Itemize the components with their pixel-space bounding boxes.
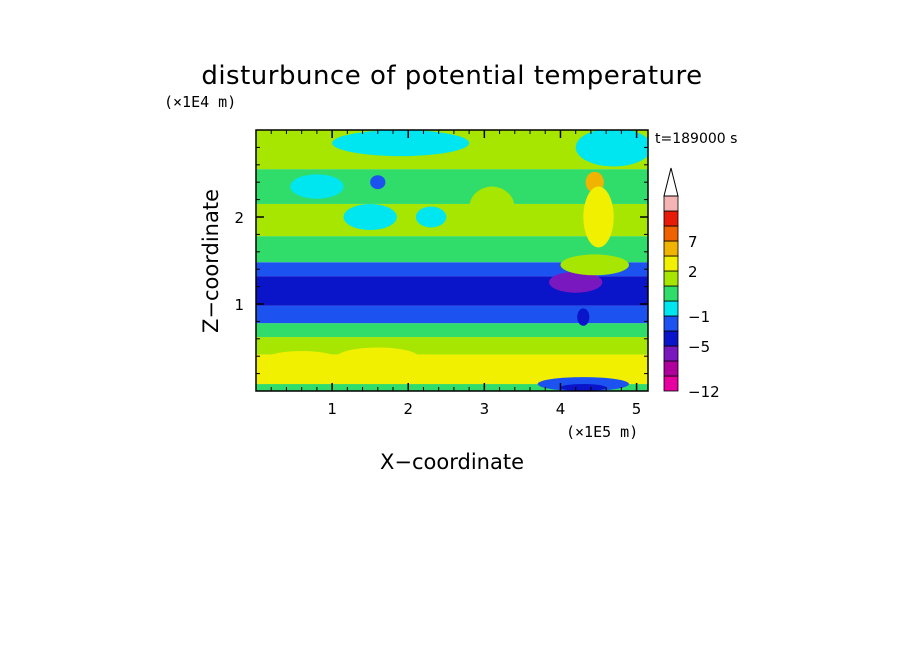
contour-band [256, 262, 648, 277]
y-axis-label: Z−coordinate [199, 189, 223, 333]
chart-title: disturbunce of potential temperature [201, 61, 702, 91]
x-axis-label: X−coordinate [380, 450, 524, 474]
plot-frame [255, 129, 649, 392]
colorbar: −12−5−127 [663, 167, 720, 401]
colorbar-swatch [663, 285, 679, 302]
colorbar-swatch [663, 195, 679, 212]
plot-area [255, 129, 649, 392]
colorbar-swatch [663, 360, 679, 377]
x-tick-label: 2 [403, 400, 413, 418]
contour-band [256, 305, 648, 324]
contour-feature [370, 175, 386, 190]
colorbar-tick-label: −12 [688, 383, 720, 401]
contour-feature [415, 206, 447, 228]
colorbar-swatch [663, 255, 679, 272]
x-tick-label: 1 [327, 400, 337, 418]
x-axis-ticks: 1 2 3 4 5 [270, 130, 642, 418]
colorbar-swatch [663, 330, 679, 347]
colorbar-swatch [663, 345, 679, 362]
colorbar-swatch [663, 300, 679, 317]
contour-feature [469, 186, 515, 231]
contour-field [256, 130, 648, 391]
contour-feature [335, 347, 420, 369]
x-tick-label: 5 [632, 400, 642, 418]
colorbar-swatch [663, 315, 679, 332]
contour-band [256, 384, 648, 391]
y-axis-ticks: 12 [234, 146, 648, 375]
contour-feature [434, 357, 489, 376]
y-tick-label: 2 [234, 209, 244, 227]
time-label: t=189000 s [655, 131, 737, 147]
contour-feature [575, 130, 648, 167]
contour-feature [332, 130, 470, 157]
contour-feature [560, 384, 607, 391]
y-tick-label: 1 [234, 296, 244, 314]
x-tick-label: 4 [556, 400, 566, 418]
contour-feature [577, 308, 590, 326]
x-unit-label: (×1E5 m) [566, 423, 638, 441]
x-tick-label: 3 [480, 400, 490, 418]
y-unit-label: (×1E4 m) [164, 93, 236, 111]
contour-feature [290, 174, 344, 199]
colorbar-swatch [663, 225, 679, 242]
colorbar-extend-arrow [663, 167, 679, 197]
colorbar-tick-label: −1 [688, 308, 710, 326]
colorbar-tick-label: 7 [688, 233, 698, 251]
colorbar-swatch [663, 270, 679, 287]
colorbar-swatch [663, 240, 679, 257]
contour-feature [343, 203, 397, 231]
colorbar-swatch [663, 210, 679, 227]
contour-band [256, 323, 648, 338]
contour-feature [256, 350, 348, 379]
contour-feature [560, 254, 629, 276]
contour-feature [583, 186, 614, 248]
colorbar-swatch [663, 375, 679, 392]
contour-band [256, 203, 648, 237]
colorbar-tick-label: −5 [688, 338, 710, 356]
colorbar-tick-label: 2 [688, 263, 698, 281]
contour-feature [549, 271, 603, 293]
